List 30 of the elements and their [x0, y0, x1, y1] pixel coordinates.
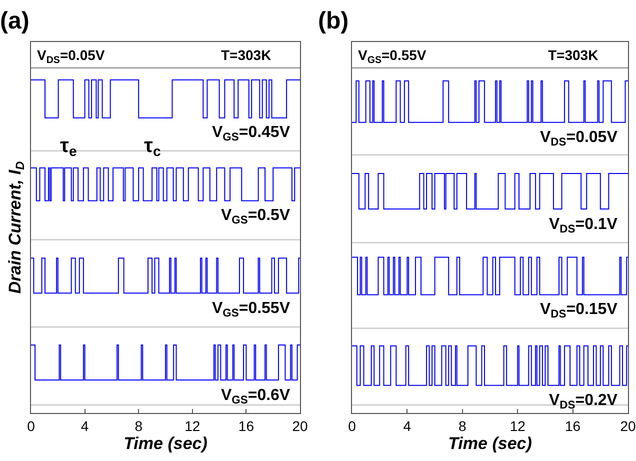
x-axis-title: Time (sec): [124, 434, 208, 453]
x-tick-label: 12: [510, 418, 526, 434]
series-label: V$_{DS}$=0.2V: [549, 392, 618, 412]
x-tick-label: 8: [134, 418, 143, 434]
series-label: V$_{GS}$=0.6V: [221, 387, 290, 406]
x-tick-label: 4: [80, 418, 89, 434]
series-label: V$_{DS}$=0.05V: [540, 129, 618, 148]
x-tick-label: 0: [27, 418, 36, 434]
x-tick-label: 16: [238, 418, 254, 434]
text: V$_{DS}$=0.05V: [37, 47, 106, 66]
series-label: V$_{GS}$=0.45V: [212, 124, 290, 144]
chart-title: (b): [318, 7, 349, 34]
x-axis-title: Time (sec): [448, 434, 532, 453]
text: V$_{GS}$=0.55V: [358, 47, 427, 66]
x-tick-label: 20: [292, 418, 308, 434]
x-tick-label: 4: [403, 418, 412, 434]
series-label: V$_{GS}$=0.55V: [212, 300, 290, 320]
x-tick-label: 16: [565, 418, 581, 434]
text: T=303K: [221, 47, 272, 63]
x-tick-label: 0: [348, 418, 356, 434]
series-label: V$_{GS}$=0.5V: [221, 207, 290, 226]
x-tick-label: 20: [620, 418, 636, 434]
annotation: τ$_{e}$: [60, 135, 77, 160]
x-tick-label: 8: [458, 418, 466, 434]
annotation: τ$_{c}$: [144, 135, 161, 160]
series-label: V$_{DS}$=0.1V: [549, 216, 618, 236]
text: T=303K: [548, 47, 598, 63]
x-tick-label: 12: [184, 418, 200, 434]
chart-title: (a): [0, 7, 30, 34]
series-label: V$_{DS}$=0.15V: [540, 301, 618, 320]
